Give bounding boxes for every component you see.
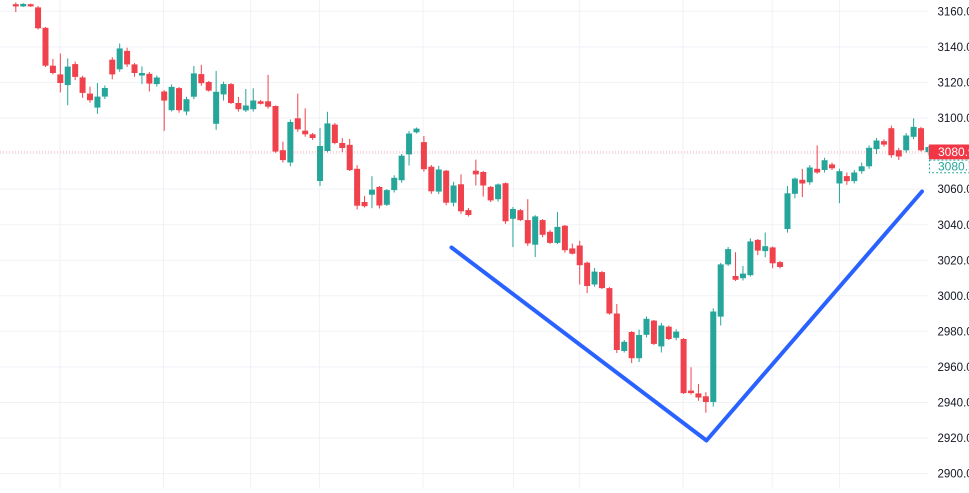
svg-text:2960.00: 2960.00 [938,362,969,374]
svg-text:2900.00: 2900.00 [938,469,969,481]
svg-text:2920.00: 2920.00 [938,433,969,445]
svg-text:3160.00: 3160.00 [938,6,969,18]
svg-text:3080.77: 3080.77 [938,159,969,173]
svg-text:3060.00: 3060.00 [938,184,969,196]
svg-text:3000.00: 3000.00 [938,291,969,303]
svg-text:3140.00: 3140.00 [938,42,969,54]
svg-text:3100.00: 3100.00 [938,113,969,125]
svg-text:3020.00: 3020.00 [938,255,969,267]
svg-text:3120.00: 3120.00 [938,78,969,90]
svg-text:2940.00: 2940.00 [938,398,969,410]
svg-text:3040.00: 3040.00 [938,220,969,232]
svg-text:3080.95: 3080.95 [938,145,969,159]
svg-text:2980.00: 2980.00 [938,327,969,339]
